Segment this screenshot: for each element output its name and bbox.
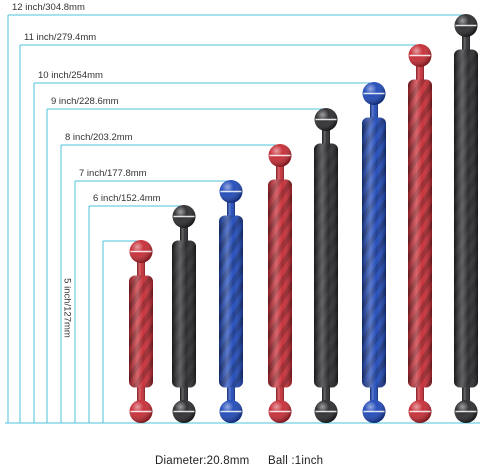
ball-arm xyxy=(268,144,292,423)
size-label: 7 inch/177.8mm xyxy=(79,168,147,179)
size-label: 11 inch/279.4mm xyxy=(24,32,97,43)
diameter-spec: Diameter:20.8mm xyxy=(155,455,250,467)
size-label: 5 inch/127mm xyxy=(61,278,73,338)
size-label: 10 inch/254mm xyxy=(38,70,103,81)
ball-arm xyxy=(362,82,386,423)
ball-arm xyxy=(172,205,196,423)
ball-spec: Ball :1inch xyxy=(268,455,324,467)
size-label: 8 inch/203.2mm xyxy=(65,132,133,143)
ball-arm xyxy=(129,240,153,423)
size-label: 12 inch/304.8mm xyxy=(12,2,85,13)
ball-arm xyxy=(219,180,243,423)
size-label: 9 inch/228.6mm xyxy=(51,96,119,107)
size-label: 6 inch/152.4mm xyxy=(93,193,161,204)
ball-arm xyxy=(454,14,478,423)
ball-arm xyxy=(314,108,338,423)
ball-arm xyxy=(408,44,432,423)
